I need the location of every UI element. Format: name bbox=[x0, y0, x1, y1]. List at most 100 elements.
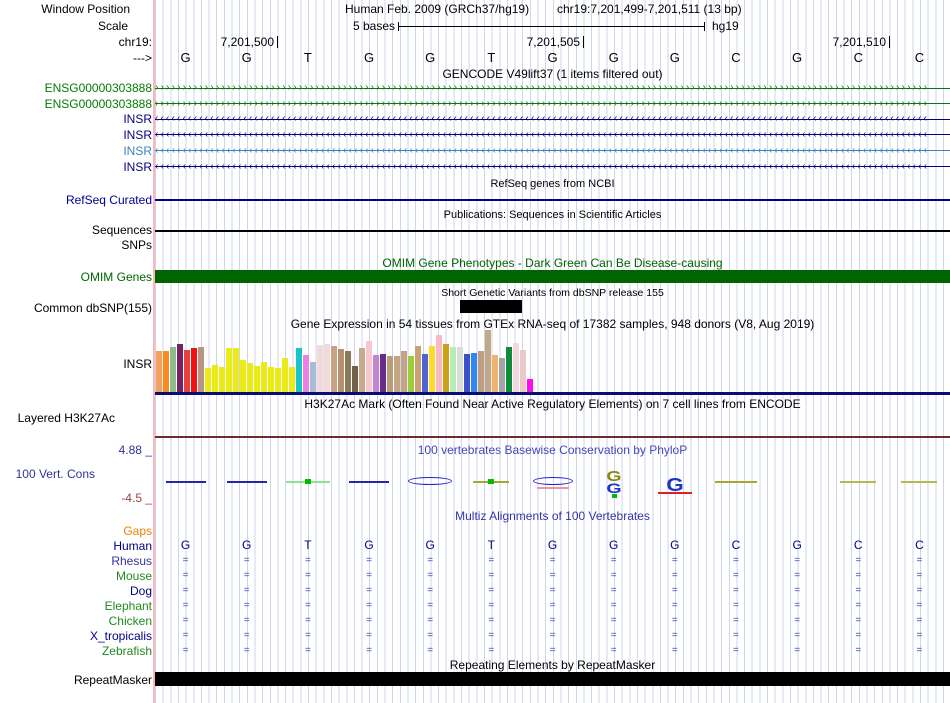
refseq-curated-track-line[interactable] bbox=[155, 199, 950, 201]
gtex-bar[interactable] bbox=[429, 346, 435, 392]
species-label-elephant[interactable]: Elephant bbox=[104, 599, 152, 613]
common-dbsnp-label[interactable]: Common dbSNP(155) bbox=[33, 301, 152, 315]
align-match-mark: = bbox=[243, 555, 250, 566]
gene-label-insr[interactable]: INSR bbox=[123, 127, 152, 142]
gtex-bar[interactable] bbox=[303, 355, 309, 392]
species-label-x_tropicalis[interactable]: X_tropicalis bbox=[89, 629, 152, 643]
gtex-bar[interactable] bbox=[240, 360, 246, 392]
gtex-bar[interactable] bbox=[345, 351, 351, 392]
gtex-bar[interactable] bbox=[527, 379, 533, 392]
gtex-bar[interactable] bbox=[289, 367, 295, 392]
align-base-letter: C bbox=[853, 538, 863, 552]
gtex-bar[interactable] bbox=[373, 355, 379, 392]
gtex-bar[interactable] bbox=[331, 346, 337, 392]
gtex-bar[interactable] bbox=[506, 347, 512, 392]
repeatmasker-label[interactable]: RepeatMasker bbox=[73, 673, 152, 687]
gene-track-row[interactable]: ‹‹‹‹‹‹‹‹‹‹‹‹‹‹‹‹‹‹‹‹‹‹‹‹‹‹‹‹‹‹‹‹‹‹‹‹‹‹‹‹… bbox=[155, 161, 950, 173]
gtex-bar[interactable] bbox=[415, 346, 421, 392]
gtex-bar[interactable] bbox=[457, 347, 463, 392]
gtex-bar[interactable] bbox=[443, 344, 449, 392]
align-match-mark: = bbox=[427, 645, 434, 656]
h3k27ac-baseline[interactable] bbox=[155, 436, 950, 438]
gtex-bar[interactable] bbox=[485, 330, 491, 392]
gtex-baseline[interactable] bbox=[155, 392, 950, 395]
gtex-gene-label[interactable]: INSR bbox=[123, 357, 152, 371]
species-label-rhesus[interactable]: Rhesus bbox=[111, 554, 152, 568]
gtex-bar[interactable] bbox=[464, 354, 470, 392]
gtex-bar[interactable] bbox=[156, 351, 162, 392]
gtex-bar[interactable] bbox=[177, 344, 183, 392]
gtex-bar[interactable] bbox=[191, 348, 197, 392]
gtex-bar[interactable] bbox=[513, 343, 519, 392]
gtex-bar[interactable] bbox=[268, 367, 274, 392]
gene-track-row[interactable]: ‹‹‹‹‹‹‹‹‹‹‹‹‹‹‹‹‹‹‹‹‹‹‹‹‹‹‹‹‹‹‹‹‹‹‹‹‹‹‹‹… bbox=[155, 129, 950, 141]
snps-label[interactable]: SNPs bbox=[121, 238, 152, 252]
omim-genes-bar[interactable] bbox=[155, 270, 950, 283]
align-match-mark: = bbox=[855, 600, 862, 611]
gtex-bar[interactable] bbox=[261, 362, 267, 392]
gtex-bar[interactable] bbox=[478, 351, 484, 392]
gene-label-insr[interactable]: INSR bbox=[123, 143, 152, 158]
gtex-bar[interactable] bbox=[499, 358, 505, 392]
species-label-zebrafish[interactable]: Zebrafish bbox=[101, 644, 152, 658]
gtex-bar[interactable] bbox=[170, 347, 176, 392]
gene-track-row[interactable]: ››››››››››››››››››››››››››››››››››››››››… bbox=[155, 98, 950, 110]
gtex-bar[interactable] bbox=[198, 347, 204, 392]
gtex-bar[interactable] bbox=[422, 354, 428, 392]
gtex-bar[interactable] bbox=[317, 345, 323, 392]
gtex-bar[interactable] bbox=[184, 350, 190, 392]
gtex-bar[interactable] bbox=[492, 355, 498, 392]
gtex-bar[interactable] bbox=[275, 368, 281, 392]
gtex-bar[interactable] bbox=[394, 356, 400, 392]
gtex-bar[interactable] bbox=[226, 348, 232, 392]
align-match-mark: = bbox=[182, 600, 189, 611]
gtex-bar[interactable] bbox=[359, 348, 365, 392]
gene-label-insr[interactable]: INSR bbox=[123, 112, 152, 126]
gtex-bar[interactable] bbox=[401, 351, 407, 392]
gtex-bar[interactable] bbox=[310, 362, 316, 392]
gene-track-row[interactable]: ‹‹‹‹‹‹‹‹‹‹‹‹‹‹‹‹‹‹‹‹‹‹‹‹‹‹‹‹‹‹‹‹‹‹‹‹‹‹‹‹… bbox=[155, 113, 950, 125]
species-label-human[interactable]: Human bbox=[113, 539, 152, 553]
species-label-dog[interactable]: Dog bbox=[129, 584, 152, 598]
gtex-bar[interactable] bbox=[450, 347, 456, 392]
gtex-bar[interactable] bbox=[408, 356, 414, 392]
sequences-track-line[interactable] bbox=[155, 230, 950, 232]
gtex-bar[interactable] bbox=[296, 348, 302, 392]
omim-genes-label[interactable]: OMIM Genes bbox=[80, 270, 152, 284]
gtex-bar[interactable] bbox=[163, 351, 169, 392]
gtex-bar[interactable] bbox=[436, 335, 442, 392]
gtex-bar[interactable] bbox=[212, 365, 218, 392]
species-label-mouse[interactable]: Mouse bbox=[115, 569, 152, 583]
gtex-bar[interactable] bbox=[282, 358, 288, 392]
gtex-bar[interactable] bbox=[233, 348, 239, 392]
gtex-bar[interactable] bbox=[254, 366, 260, 392]
species-label-gaps[interactable]: Gaps bbox=[123, 524, 152, 538]
repeatmasker-bar[interactable] bbox=[155, 672, 950, 686]
gene-track-row[interactable]: ‹‹‹‹‹‹‹‹‹‹‹‹‹‹‹‹‹‹‹‹‹‹‹‹‹‹‹‹‹‹‹‹‹‹‹‹‹‹‹‹… bbox=[155, 145, 950, 157]
sequences-label[interactable]: Sequences bbox=[91, 223, 152, 237]
gtex-bar[interactable] bbox=[366, 341, 372, 392]
gtex-bar[interactable] bbox=[471, 353, 477, 392]
refseq-curated-label[interactable]: RefSeq Curated bbox=[65, 193, 152, 207]
gtex-bar[interactable] bbox=[338, 349, 344, 392]
gene-track-row[interactable]: ››››››››››››››››››››››››››››››››››››››››… bbox=[155, 82, 950, 94]
gene-label-insr[interactable]: INSR bbox=[123, 159, 152, 174]
omim-title: OMIM Gene Phenotypes - Dark Green Can Be… bbox=[382, 256, 723, 270]
gene-label-ensg00000303888[interactable]: ENSG00000303888 bbox=[44, 96, 152, 111]
gtex-bar[interactable] bbox=[219, 367, 225, 392]
gene-label-ensg00000303888[interactable]: ENSG00000303888 bbox=[44, 81, 152, 95]
gtex-bar[interactable] bbox=[380, 354, 386, 392]
gtex-bar[interactable] bbox=[387, 356, 393, 392]
gtex-bar[interactable] bbox=[520, 350, 526, 392]
align-match-mark: = bbox=[794, 630, 801, 641]
align-match-mark: = bbox=[549, 570, 556, 581]
gtex-bar[interactable] bbox=[352, 366, 358, 392]
species-label-chicken[interactable]: Chicken bbox=[108, 614, 152, 628]
dbsnp-variant[interactable] bbox=[460, 300, 522, 313]
gtex-bar[interactable] bbox=[205, 368, 211, 392]
layered-h3k27ac-label[interactable]: Layered H3K27Ac bbox=[17, 411, 115, 425]
window-start-marker bbox=[153, 0, 155, 703]
gtex-bar[interactable] bbox=[324, 344, 330, 392]
gtex-bar[interactable] bbox=[247, 363, 253, 392]
vert-cons-label[interactable]: 100 Vert. Cons bbox=[15, 467, 95, 481]
